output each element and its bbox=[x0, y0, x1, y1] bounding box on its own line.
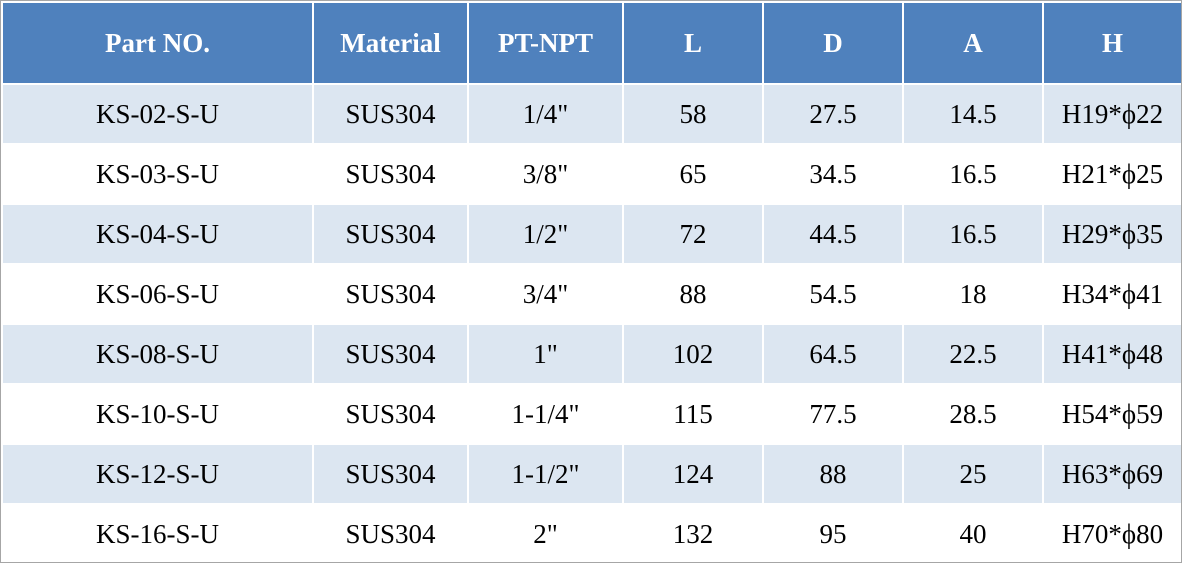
table-cell: 65 bbox=[622, 143, 764, 205]
table-cell: 1-1/4" bbox=[467, 383, 624, 445]
table-row: KS-12-S-U SUS304 1-1/2" 124 88 25 H63*ϕ69 bbox=[1, 443, 1181, 505]
table-cell: H34*ϕ41 bbox=[1042, 263, 1181, 325]
table-row: KS-04-S-U SUS304 1/2" 72 44.5 16.5 H29*ϕ35 bbox=[1, 203, 1181, 265]
table-cell: SUS304 bbox=[312, 443, 469, 505]
table-cell: 14.5 bbox=[902, 83, 1044, 145]
table-cell: SUS304 bbox=[312, 383, 469, 445]
table-cell: 58 bbox=[622, 83, 764, 145]
table-cell: KS-06-S-U bbox=[1, 263, 314, 325]
table-cell: 44.5 bbox=[762, 203, 904, 265]
table-cell: KS-12-S-U bbox=[1, 443, 314, 505]
table-cell: 88 bbox=[762, 443, 904, 505]
table-row: KS-10-S-U SUS304 1-1/4" 115 77.5 28.5 H54*ϕ59 bbox=[1, 383, 1181, 445]
table-cell: 72 bbox=[622, 203, 764, 265]
table-cell: H21*ϕ25 bbox=[1042, 143, 1181, 205]
table-cell: 1/4" bbox=[467, 83, 624, 145]
header-cell: D bbox=[762, 1, 904, 85]
table-cell: 1/2" bbox=[467, 203, 624, 265]
table-row: KS-08-S-U SUS304 1" 102 64.5 22.5 H41*ϕ48 bbox=[1, 323, 1181, 385]
table-cell: H54*ϕ59 bbox=[1042, 383, 1181, 445]
table-cell: SUS304 bbox=[312, 83, 469, 145]
table-cell: KS-08-S-U bbox=[1, 323, 314, 385]
header-row: Part NO. Material PT-NPT L D A H bbox=[1, 1, 1181, 85]
table-cell: 27.5 bbox=[762, 83, 904, 145]
table-cell: 1" bbox=[467, 323, 624, 385]
table-cell: 64.5 bbox=[762, 323, 904, 385]
table-cell: 54.5 bbox=[762, 263, 904, 325]
table-cell: SUS304 bbox=[312, 143, 469, 205]
header-cell: A bbox=[902, 1, 1044, 85]
header-cell: Material bbox=[312, 1, 469, 85]
table-cell: 88 bbox=[622, 263, 764, 325]
table-cell: H19*ϕ22 bbox=[1042, 83, 1181, 145]
table-row: KS-02-S-U SUS304 1/4" 58 27.5 14.5 H19*ϕ22 bbox=[1, 83, 1181, 145]
table-cell: 18 bbox=[902, 263, 1044, 325]
table-cell: 16.5 bbox=[902, 143, 1044, 205]
header-cell: Part NO. bbox=[1, 1, 314, 85]
table-cell: KS-02-S-U bbox=[1, 83, 314, 145]
table-cell: 28.5 bbox=[902, 383, 1044, 445]
table-cell: 95 bbox=[762, 503, 904, 562]
table-cell: 115 bbox=[622, 383, 764, 445]
table-cell: H70*ϕ80 bbox=[1042, 503, 1181, 562]
table-cell: 3/8" bbox=[467, 143, 624, 205]
table-cell: 3/4" bbox=[467, 263, 624, 325]
table-body: KS-02-S-U SUS304 1/4" 58 27.5 14.5 H19*ϕ22 KS-0… bbox=[1, 83, 1181, 562]
table-cell: SUS304 bbox=[312, 263, 469, 325]
table-row: KS-16-S-U SUS304 2" 132 95 40 H70*ϕ80 bbox=[1, 503, 1181, 562]
table-cell: 16.5 bbox=[902, 203, 1044, 265]
table-cell: SUS304 bbox=[312, 203, 469, 265]
header-cell: L bbox=[622, 1, 764, 85]
table-cell: 124 bbox=[622, 443, 764, 505]
header-cell: H bbox=[1042, 1, 1181, 85]
table-row: KS-06-S-U SUS304 3/4" 88 54.5 18 H34*ϕ41 bbox=[1, 263, 1181, 325]
table-cell: H63*ϕ69 bbox=[1042, 443, 1181, 505]
table-cell: KS-04-S-U bbox=[1, 203, 314, 265]
table-cell: 102 bbox=[622, 323, 764, 385]
table-cell: H29*ϕ35 bbox=[1042, 203, 1181, 265]
header-cell: PT-NPT bbox=[467, 1, 624, 85]
table-cell: H41*ϕ48 bbox=[1042, 323, 1181, 385]
table-cell: KS-10-S-U bbox=[1, 383, 314, 445]
table-cell: 132 bbox=[622, 503, 764, 562]
table-cell: 2" bbox=[467, 503, 624, 562]
table-cell: 1-1/2" bbox=[467, 443, 624, 505]
table-cell: 40 bbox=[902, 503, 1044, 562]
table-cell: 22.5 bbox=[902, 323, 1044, 385]
table-cell: SUS304 bbox=[312, 323, 469, 385]
table-cell: 77.5 bbox=[762, 383, 904, 445]
table-row: KS-03-S-U SUS304 3/8" 65 34.5 16.5 H21*ϕ25 bbox=[1, 143, 1181, 205]
table-cell: KS-03-S-U bbox=[1, 143, 314, 205]
table-cell: KS-16-S-U bbox=[1, 503, 314, 562]
table-cell: 25 bbox=[902, 443, 1044, 505]
table-cell: SUS304 bbox=[312, 503, 469, 562]
table-cell: 34.5 bbox=[762, 143, 904, 205]
